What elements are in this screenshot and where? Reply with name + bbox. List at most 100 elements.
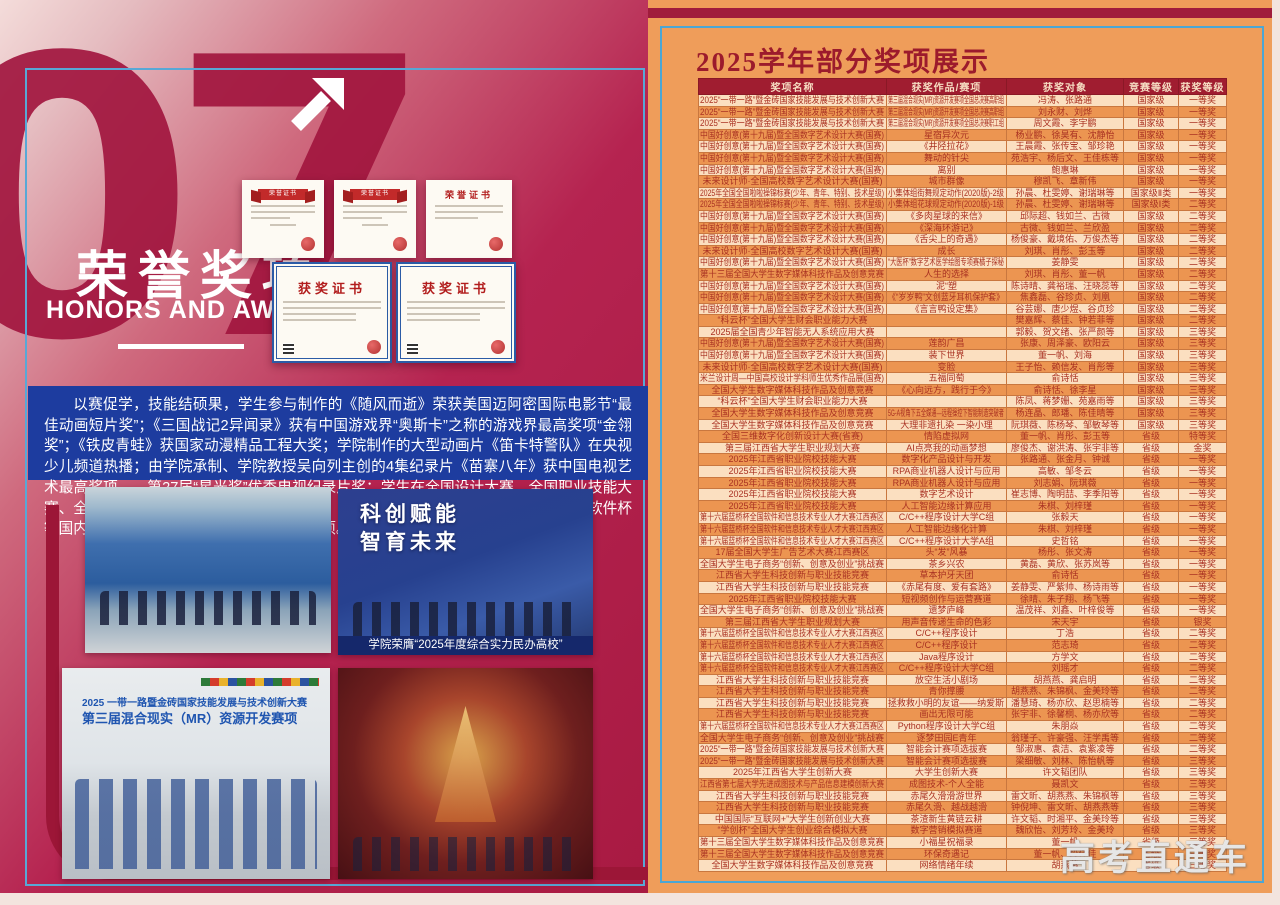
- table-cell: 用声音传递生命的色彩: [886, 615, 1007, 629]
- table-cell: 省级: [1123, 731, 1179, 745]
- table-cell: 国家级: [1123, 94, 1179, 107]
- table-cell: 张康、周泽豪、欧阳云: [1006, 337, 1124, 351]
- table-row: 全国大学生数字媒体科技作品及创意竞赛 《心向远方，践行于今》 俞诗恬、徐李星 国家级三…: [698, 383, 1227, 397]
- table-cell: 莲韵广昌: [886, 337, 1007, 351]
- table-cell: 省级: [1123, 580, 1179, 594]
- table-cell: 高敏、邹冬云: [1006, 465, 1124, 478]
- table-cell: 第三届混合现实(MR)资源开发赛项全国总决赛职工组: [886, 117, 1007, 130]
- table-cell: 2025年全国全国啦啦操锦标赛(少年、青年、特别、技术星级): [698, 198, 887, 211]
- table-cell: 全国大学生电子商务“创新、创意及创业”挑战赛: [698, 604, 887, 617]
- table-cell: 国家级Ⅰ类: [1123, 198, 1179, 211]
- table-cell: 国家级: [1123, 105, 1179, 119]
- table-cell: 省级: [1123, 615, 1179, 629]
- table-cell: 刘瑶才: [1006, 662, 1124, 675]
- table-cell: 省级: [1123, 441, 1179, 455]
- table-cell: 国家级: [1123, 117, 1179, 130]
- table-cell: 一等奖: [1178, 94, 1227, 107]
- table-row: 2025年全国全国啦啦操锦标赛(少年、青年、特别、技术星级) 小集体组花球规定动作…: [698, 198, 1227, 211]
- table-cell: [886, 395, 1007, 409]
- table-cell: 中国好创意(第十九届)暨全国数字艺术设计大赛(国赛): [698, 256, 887, 269]
- table-cell: 杨彤、张文涛: [1006, 546, 1124, 559]
- table-cell: 刘永财、刘烨: [1006, 105, 1124, 119]
- qr-code-icon: [407, 343, 418, 354]
- table-cell: 中国好创意(第十九届)暨全国数字艺术设计大赛(国赛): [698, 221, 887, 235]
- table-cell: 《舌尖上的奇遇》: [886, 233, 1007, 246]
- table-row: 全国大学生电子商务“创新、创意及创业”挑战赛 逐梦田园E青年 翁瑾子、许豪强、汪学禹…: [698, 731, 1227, 745]
- table-cell: 赤尾久滑滑游世界: [886, 789, 1007, 803]
- table-row: “学创杯”全国大学生创业综合模拟大赛 数字营销模拟赛道 魏欣怡、刘芳玲、金美玲 省级三…: [698, 824, 1227, 837]
- table-cell: 全国大学生数字媒体科技作品及创意竞赛: [698, 383, 887, 397]
- certificate-title: 获奖证书: [421, 281, 490, 296]
- table-cell: 许文韬、时湘平、金美玲等: [1006, 812, 1124, 826]
- table-cell: 二等奖: [1178, 650, 1227, 664]
- table-cell: 省级: [1123, 465, 1179, 478]
- table-cell: 国家级: [1123, 209, 1179, 223]
- table-cell: 国家级: [1123, 383, 1179, 397]
- table-cell: 二等奖: [1178, 233, 1227, 246]
- table-cell: 全国大学生电子商务“创新、创意及创业”挑战赛: [698, 557, 887, 571]
- table-cell: 王晨霞、张传宝、邹珍艳: [1006, 140, 1124, 153]
- table-row: 江西省大学生科技创新与职业技能竞赛 拯救救小明的友谊——纳爱斯 潘慧琦、杨亦欣、赵思…: [698, 696, 1227, 710]
- right-page: 2025学年部分奖项展示 奖项名称 获奖作品/赛项 获奖对象 竞赛等级 获奖等级 202…: [648, 0, 1272, 893]
- table-row: 2025“一带一路”暨金砖国家技能发展与技术创新大赛 智能会计赛项选拔赛 梁细敏、刘…: [698, 754, 1227, 768]
- table-cell: [886, 314, 1007, 327]
- table-cell: 江西省大学生科技创新与职业技能竞赛: [698, 673, 887, 687]
- table-cell: 银奖: [1178, 615, 1227, 629]
- table-cell: 俞诗恬、徐李星: [1006, 383, 1124, 397]
- table-row: 第三届江西省大学生职业规划大赛 用声音传递生命的色彩 宋天宇 省级 银奖: [698, 615, 1227, 629]
- table-cell: 三等奖: [1178, 836, 1227, 849]
- table-row: 第十六届蓝桥杯全国软件和信息技术专业人才大赛江西赛区 C/C++程序设计大学C组张…: [698, 511, 1227, 524]
- table-cell: 一等奖: [1178, 580, 1227, 594]
- table-cell: 2025“一带一路”暨金砖国家技能发展与技术创新大赛: [698, 754, 887, 768]
- table-cell: 董一帆、段佳佳: [1006, 847, 1124, 861]
- table-cell: 史哲铭: [1006, 534, 1124, 548]
- table-cell: 《赤尾有度、爱有套路》: [886, 580, 1007, 594]
- table-row: 全国大学生数字媒体科技作品及创意竞赛 网络情绪年续 胡燕燕 省级 三等奖: [698, 859, 1227, 872]
- table-cell: 2025年江西省职业院校技能大赛: [698, 453, 887, 466]
- table-cell: 刘琪、肖彤、董一帆: [1006, 267, 1124, 281]
- table-cell: 一等奖: [1178, 511, 1227, 524]
- table-cell: 陈诗晴、龚裕瑞、汪晓蕊等: [1006, 279, 1124, 293]
- table-cell: 二等奖: [1178, 198, 1227, 211]
- table-cell: 江西省大学生科技创新与职业技能竞赛: [698, 580, 887, 594]
- table-cell: 泥“塑: [886, 279, 1007, 293]
- table-cell: 朱棋、刘梓瑾: [1006, 522, 1124, 536]
- table-cell: RPA商业机器人设计与应用: [886, 465, 1007, 478]
- table-cell: 中国好创意(第十九届)暨全国数字艺术设计大赛(国赛): [698, 233, 887, 246]
- table-cell: 国家级: [1123, 395, 1179, 409]
- table-cell: 全国大学生数字媒体科技作品及创意竞赛: [698, 418, 887, 432]
- table-cell: 金奖: [1178, 441, 1227, 455]
- table-cell: 省级: [1123, 627, 1179, 640]
- table-cell: 省级: [1123, 476, 1179, 490]
- table-row: 中国好创意(第十九届)暨全国数字艺术设计大赛(国赛) 莲韵广昌 张康、周泽豪、欧阳云…: [698, 337, 1227, 351]
- table-cell: 2025“一带一路”暨金砖国家技能发展与技术创新大赛: [698, 94, 887, 107]
- table-cell: 2025“一带一路”暨金砖国家技能发展与技术创新大赛: [698, 743, 887, 756]
- photo-gala-stage: [338, 668, 593, 879]
- table-cell: 黄磊、黄欣、张苏岚等: [1006, 557, 1124, 571]
- table-cell: 省级: [1123, 801, 1179, 814]
- photo-banner-line2: 第三届混合现实（MR）资源开发赛项: [82, 711, 298, 726]
- table-cell: 人生的选择: [886, 267, 1007, 281]
- table-row: 中国好创意(第十九届)暨全国数字艺术设计大赛(国赛) “大医杯”数字艺术医学绘图专…: [698, 256, 1227, 269]
- table-cell: 第十六届蓝桥杯全国软件和信息技术专业人才大赛江西赛区: [698, 650, 887, 664]
- table-row: 2025年全国全国啦啦操锦标赛(少年、青年、特别、技术星级) 小集体组街舞规定动作…: [698, 186, 1227, 200]
- table-row: 第十六届蓝桥杯全国软件和信息技术专业人才大赛江西赛区 C/C++程序设计 丁浩 省级二…: [698, 627, 1227, 640]
- table-cell: 数字化产品设计与开发: [886, 453, 1007, 466]
- table-cell: 温茂祥、刘鑫、叶梓俊等: [1006, 604, 1124, 617]
- table-cell: 一等奖: [1178, 604, 1227, 617]
- table-cell: “大医杯”数字艺术医学绘图专项赛橘子探秘: [886, 256, 1007, 269]
- table-cell: 三等奖: [1178, 778, 1227, 791]
- table-cell: “学创杯”全国大学生创业综合模拟大赛: [698, 824, 887, 837]
- table-cell: 小集体组街舞规定动作(2020版)-2级: [886, 186, 1007, 200]
- table-row: 中国好创意(第十九届)暨全国数字艺术设计大赛(国赛) 泥“塑 陈诗晴、龚裕瑞、汪晓蕊…: [698, 279, 1227, 293]
- table-cell: 廖俊杰、谢洪涛、张宇非等: [1006, 441, 1124, 455]
- table-cell: 省级: [1123, 778, 1179, 791]
- table-row: 全国大学生数字媒体科技作品及创意竞赛 5G-A视角下五全媒通—远程操控下智能制造突…: [698, 407, 1227, 420]
- table-row: 全国大学生电子商务“创新、创意及创业”挑战赛 遗梦庐峰 温茂祥、刘鑫、叶梓俊等 省级一…: [698, 604, 1227, 617]
- table-cell: 孙晨、杜雯婷、谢瑞琳等: [1006, 186, 1124, 200]
- table-cell: 樊嘉辉、蔡佳、钟若菲等: [1006, 314, 1124, 327]
- table-row: 2025年江西省大学生创新大赛 大学生创新大赛 许文韬团队 省级 三等奖: [698, 766, 1227, 780]
- table-row: 第十三届全国大学生数字媒体科技作品及创意竞赛 小福星祝福录 董一帆 省级 三等奖: [698, 836, 1227, 849]
- table-cell: 鲍惠琳: [1006, 163, 1124, 177]
- table-cell: 焦鑫磊、谷珍贞、刘凰: [1006, 291, 1124, 304]
